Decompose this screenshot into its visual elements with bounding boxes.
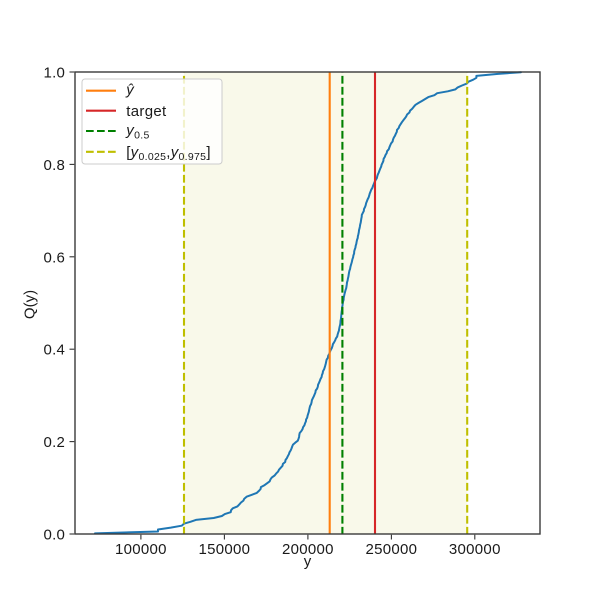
- svg-text:0.8: 0.8: [44, 157, 65, 174]
- svg-text:Q(y): Q(y): [22, 290, 39, 319]
- svg-text:150000: 150000: [198, 541, 250, 558]
- svg-text:y: y: [304, 553, 312, 570]
- svg-text:0.6: 0.6: [44, 249, 65, 266]
- svg-text:ŷ: ŷ: [125, 82, 135, 99]
- svg-text:200000: 200000: [282, 541, 334, 558]
- svg-text:100000: 100000: [115, 541, 167, 558]
- svg-text:0.0: 0.0: [44, 527, 65, 544]
- svg-text:300000: 300000: [449, 541, 501, 558]
- svg-text:0.4: 0.4: [44, 342, 65, 359]
- svg-text:y0.5: y0.5: [125, 122, 149, 142]
- svg-text:0.2: 0.2: [44, 434, 65, 451]
- svg-text:target: target: [126, 103, 167, 120]
- svg-text:1.0: 1.0: [44, 65, 65, 82]
- svg-text:250000: 250000: [365, 541, 417, 558]
